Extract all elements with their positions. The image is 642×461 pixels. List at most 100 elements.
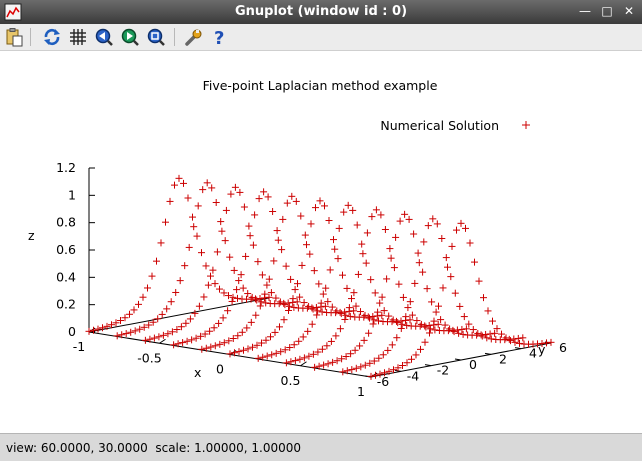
data-point [333,307,341,315]
data-point [417,345,424,353]
x-tick-label: 0.5 [281,373,301,388]
data-point [360,336,368,344]
copy-to-clipboard-button[interactable] [4,27,24,47]
data-point [381,226,389,234]
data-point [403,321,411,329]
data-point [189,213,196,221]
data-point [148,272,156,280]
data-point [296,293,304,301]
data-point [167,298,175,306]
data-point [447,273,455,281]
data-point [392,233,400,241]
data-point [376,370,384,378]
y-tick-label: 6 [559,340,567,355]
data-point [349,206,357,214]
data-point [453,326,461,334]
numerical-solution-series [85,174,555,380]
data-point [202,344,210,352]
data-point [305,352,313,360]
data-point [144,284,151,292]
data-point [358,240,366,248]
data-point [280,316,288,324]
help-button[interactable]: ? [210,27,230,47]
data-point [257,298,265,306]
data-point [193,232,201,240]
data-point [99,324,106,332]
data-point [404,304,412,312]
next-zoom-button[interactable] [120,27,140,47]
data-point [446,325,454,333]
data-point [281,301,289,309]
data-point [386,245,394,253]
minimize-button[interactable]: — [579,4,591,18]
data-point [267,289,275,297]
preferences-button[interactable] [184,27,204,47]
data-point [421,338,429,346]
data-point [220,289,228,297]
y-tick-label: -6 [377,374,390,389]
data-point [328,303,336,311]
data-point [367,372,375,380]
data-point [322,284,330,292]
data-point [265,293,273,301]
x-tick [159,338,166,344]
grid-button[interactable] [68,27,88,47]
data-point [305,302,313,310]
data-point [299,333,307,341]
data-point [507,337,514,345]
data-point [149,318,157,326]
data-point [420,238,428,246]
data-point [127,328,135,336]
data-point [150,334,158,342]
data-point [298,261,306,269]
data-point [426,329,433,337]
data-point [211,280,219,288]
data-point [172,288,180,296]
data-point [286,344,294,352]
data-point [369,312,377,320]
data-point [191,309,199,317]
data-point [366,359,374,367]
data-point [450,328,458,336]
data-point [347,350,355,358]
data-point [410,230,418,238]
data-point [316,197,324,205]
replot-button[interactable] [42,27,62,47]
data-point [334,255,342,263]
autoscale-button[interactable] [146,27,166,47]
data-point [348,295,355,303]
data-point [324,298,332,306]
data-point [285,302,293,310]
data-point [216,285,223,293]
data-point [185,243,193,251]
data-point [253,341,261,349]
data-point [243,324,251,332]
data-point [272,294,280,302]
toolbar: ? [0,24,642,51]
data-point [173,326,181,334]
data-point [332,332,340,340]
y-tick [514,347,522,350]
close-button[interactable]: ✕ [623,4,635,18]
data-point [344,201,352,209]
y-tick [454,358,462,361]
data-point [323,342,331,350]
z-axis-label: z [28,228,35,243]
data-point [212,199,220,207]
data-point [258,271,266,279]
data-point [256,302,264,310]
z-tick-label: 0.4 [56,269,76,284]
data-point [229,335,237,343]
data-point [377,211,385,219]
maximize-button[interactable]: □ [601,4,613,18]
data-point [345,304,353,312]
plot-area[interactable]: Five-point Laplacian method example -1 -0… [0,51,642,433]
y-tick [424,364,432,367]
data-point [287,275,295,283]
data-point [276,298,284,306]
data-point [456,302,464,310]
data-point [208,184,216,192]
data-point [268,351,276,359]
data-point [240,203,248,211]
previous-zoom-button[interactable] [94,27,114,47]
